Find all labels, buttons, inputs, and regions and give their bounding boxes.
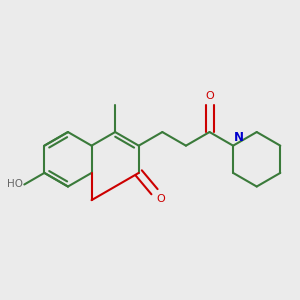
Text: O: O <box>156 194 165 204</box>
Text: O: O <box>205 91 214 101</box>
Text: HO: HO <box>7 179 23 190</box>
Text: N: N <box>234 131 244 144</box>
